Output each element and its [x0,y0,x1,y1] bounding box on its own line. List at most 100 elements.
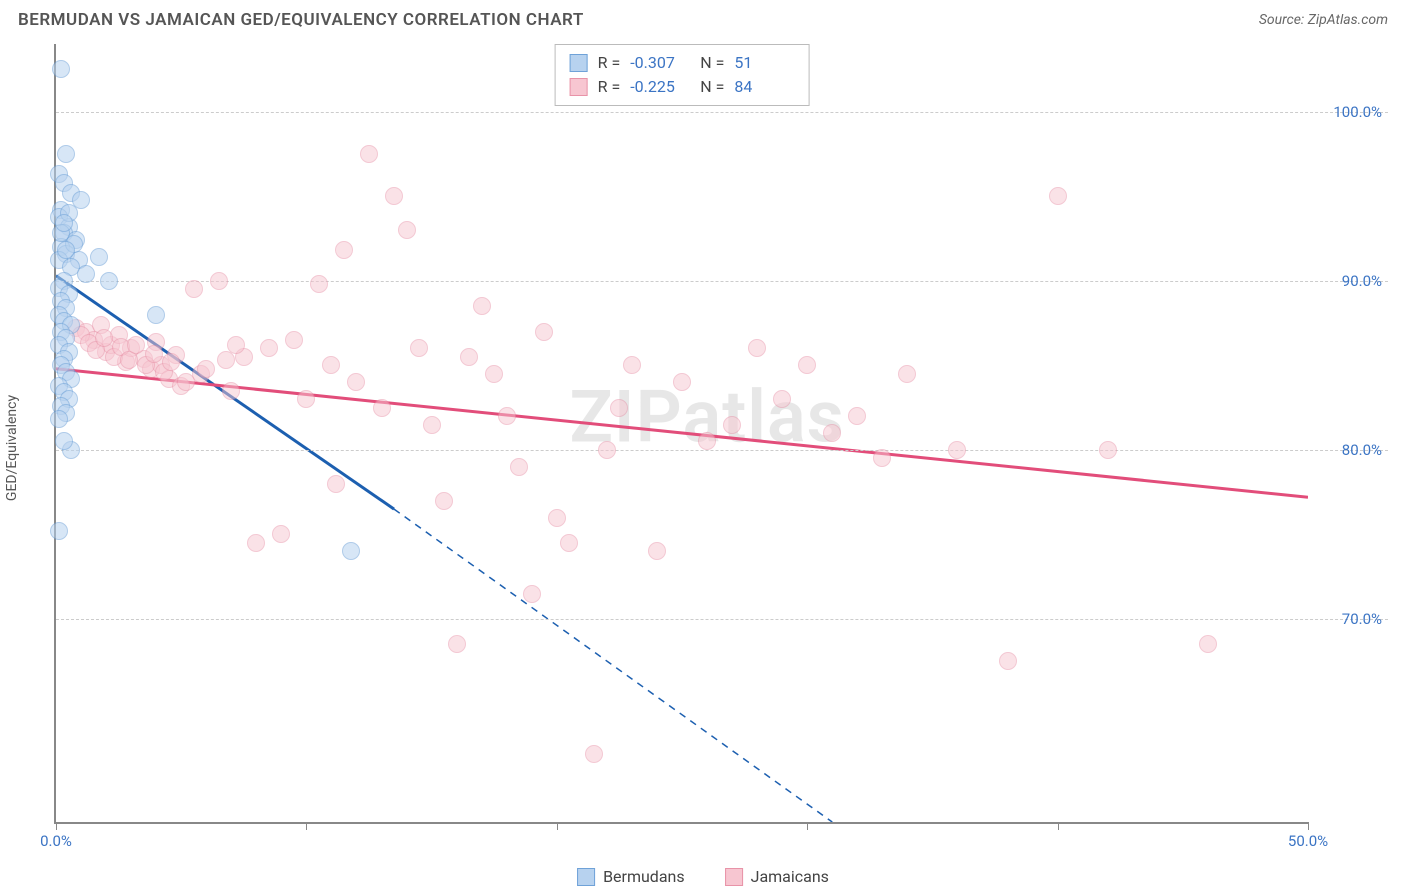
y-tick-label: 70.0% [1342,610,1382,628]
data-point [310,275,328,293]
data-point [177,373,195,391]
data-point [723,416,741,434]
x-tick-label: 0.0% [40,832,72,850]
data-point [342,542,360,560]
data-point [848,407,866,425]
data-point [423,416,441,434]
data-point [510,458,528,476]
n-value: 51 [734,51,794,75]
data-point [145,345,163,363]
data-point [773,390,791,408]
y-tick-label: 100.0% [1333,103,1382,121]
data-point [95,329,113,347]
data-point [90,248,108,266]
data-point [460,348,478,366]
gridline [56,619,1388,620]
x-tick [306,822,307,830]
scatter-plot: ZIPatlas R =-0.307N =51R =-0.225N =84 70… [54,44,1308,824]
data-point [162,353,180,371]
data-point [385,187,403,205]
gridline [56,450,1388,451]
data-point [473,297,491,315]
x-tick [807,822,808,830]
data-point [523,585,541,603]
data-point [448,635,466,653]
data-point [327,475,345,493]
data-point [598,441,616,459]
data-point [673,373,691,391]
x-tick [1308,822,1309,830]
chart-container: GED/Equivalency ZIPatlas R =-0.307N =51R… [18,44,1388,852]
gridline [56,281,1388,282]
legend-label: Bermudans [603,867,685,886]
legend-item: Jamaicans [725,867,829,886]
data-point [77,265,95,283]
legend-swatch [570,54,588,72]
x-tick [1058,822,1059,830]
data-point [50,410,68,428]
data-point [127,336,145,354]
data-point [55,214,73,232]
data-point [297,390,315,408]
data-point [623,356,641,374]
legend-swatch [577,868,595,886]
data-point [52,60,70,78]
data-point [147,306,165,324]
data-point [873,449,891,467]
legend-item: Bermudans [577,867,685,886]
data-point [185,280,203,298]
legend-swatch [570,78,588,96]
data-point [435,492,453,510]
data-point [227,336,245,354]
x-tick-label: 50.0% [1288,832,1328,850]
data-point [498,407,516,425]
y-tick-label: 90.0% [1342,272,1382,290]
data-point [335,241,353,259]
data-point [1049,187,1067,205]
data-point [798,356,816,374]
r-label: R = [598,75,621,99]
data-point [50,522,68,540]
data-point [285,331,303,349]
n-label: N = [700,75,724,99]
r-label: R = [598,51,621,75]
data-point [1199,635,1217,653]
data-point [410,339,428,357]
x-tick [557,822,558,830]
data-point [197,360,215,378]
r-value: -0.225 [630,75,690,99]
data-point [999,652,1017,670]
y-tick-label: 80.0% [1342,441,1382,459]
data-point [322,356,340,374]
data-point [57,241,75,259]
data-point [485,365,503,383]
data-point [347,373,365,391]
chart-title: BERMUDAN VS JAMAICAN GED/EQUIVALENCY COR… [18,10,584,30]
data-point [548,509,566,527]
data-point [360,145,378,163]
data-point [247,534,265,552]
data-point [898,365,916,383]
correlation-legend: R =-0.307N =51R =-0.225N =84 [555,44,810,106]
data-point [398,221,416,239]
correlation-row: R = -0.225 N = 84 [570,75,795,99]
data-point [272,525,290,543]
legend-label: Jamaicans [751,867,829,886]
n-label: N = [700,51,724,75]
data-point [210,272,228,290]
correlation-row: R =-0.307N =51 [570,51,795,75]
data-point [610,399,628,417]
data-point [55,432,73,450]
data-point [748,339,766,357]
data-point [535,323,553,341]
data-point [217,351,235,369]
data-point [698,432,716,450]
data-point [222,382,240,400]
gridline [56,112,1388,113]
data-point [648,542,666,560]
data-point [373,399,391,417]
source-label: Source: ZipAtlas.com [1259,12,1388,28]
data-point [1099,441,1117,459]
data-point [823,424,841,442]
n-value: 84 [734,75,794,99]
